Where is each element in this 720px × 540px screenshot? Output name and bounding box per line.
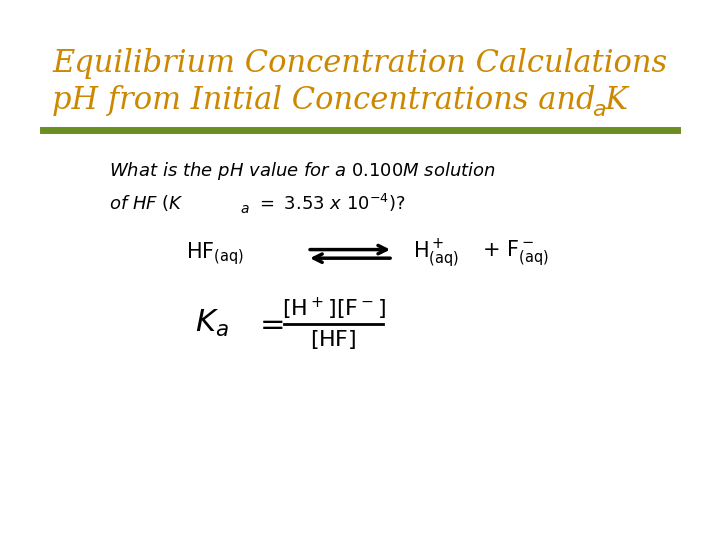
Text: $\it{a}$: $\it{a}$ bbox=[592, 99, 606, 122]
Text: $=$: $=$ bbox=[254, 308, 284, 339]
Text: $\mathit{a}$: $\mathit{a}$ bbox=[240, 202, 249, 217]
Text: $\mathrm{+\ F^-_{(aq)}}$: $\mathrm{+\ F^-_{(aq)}}$ bbox=[482, 239, 549, 268]
Text: $\mathit{=\ 3.53\ x\ 10^{-4})?}$: $\mathit{=\ 3.53\ x\ 10^{-4})?}$ bbox=[256, 192, 405, 214]
Text: $\mathit{What\ is\ the\ pH\ value\ for\ a\ 0.100M\ solution}$: $\mathit{What\ is\ the\ pH\ value\ for\ … bbox=[109, 160, 496, 181]
Text: $\mathrm{HF_{(aq)}}$: $\mathrm{HF_{(aq)}}$ bbox=[186, 240, 244, 267]
Text: pH from Initial Concentrations and K: pH from Initial Concentrations and K bbox=[52, 85, 628, 116]
Text: $\mathrm{[H^+][F^-]}$: $\mathrm{[H^+][F^-]}$ bbox=[282, 295, 386, 322]
Text: $\mathit{of\ HF\ (K}$: $\mathit{of\ HF\ (K}$ bbox=[109, 193, 184, 213]
Text: $\mathit{K_a}$: $\mathit{K_a}$ bbox=[195, 308, 229, 339]
Text: $\mathrm{[HF]}$: $\mathrm{[HF]}$ bbox=[310, 328, 357, 352]
Text: Equilibrium Concentration Calculations: Equilibrium Concentration Calculations bbox=[53, 48, 667, 79]
Text: $\mathrm{H^+_{(aq)}}$: $\mathrm{H^+_{(aq)}}$ bbox=[413, 238, 459, 270]
